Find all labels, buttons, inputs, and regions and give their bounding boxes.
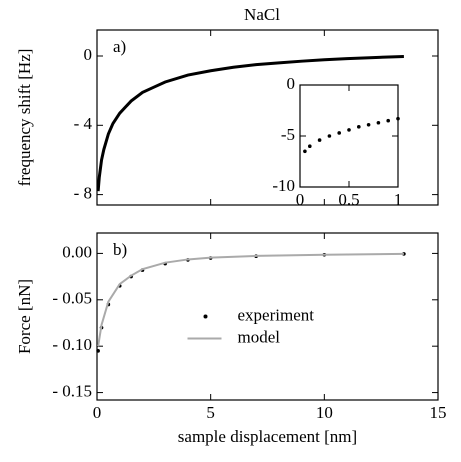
data-point [357,125,361,129]
data-point [366,122,371,127]
data-line [97,252,404,347]
chart-title: NaCl [244,5,280,24]
x-tick-label: 0.5 [338,190,359,209]
y-tick-label: - 0.15 [52,381,92,400]
data-point [96,349,100,353]
plot-frame [96,29,439,206]
data-line [96,55,404,192]
legend-marker [203,314,208,319]
x-tick-label: 5 [206,403,215,422]
data-point [376,120,381,125]
data-point [386,118,391,123]
data-point [317,138,322,142]
panel-label: b) [113,240,127,259]
y-tick-label: 0 [84,45,93,64]
data-point [327,134,332,138]
data-point [337,131,342,135]
y-tick-label: 0 [287,74,296,93]
y-tick-label: -10 [272,176,295,195]
y-tick-label: - 0.10 [52,335,92,354]
y-axis-label: Force [nN] [15,279,34,354]
x-tick-label: 0 [296,190,305,209]
plot-frame [96,232,439,401]
data-point [396,116,400,121]
y-tick-label: - 8 [74,184,92,203]
x-tick-label: 0 [93,403,102,422]
x-axis-label: sample displacement [nm] [178,427,357,446]
data-point [308,144,312,148]
y-tick-label: - 4 [74,114,93,133]
y-tick-label: -5 [281,125,295,144]
x-tick-label: 1 [394,190,403,209]
legend-label: model [238,327,281,346]
data-point [303,149,307,154]
y-tick-label: 0.00 [62,242,92,261]
legend-label: experiment [238,305,315,324]
plot-frame [299,84,399,188]
y-tick-label: - 0.05 [52,289,92,308]
y-axis-label: frequency shift [Hz] [15,49,34,187]
x-tick-label: 10 [316,403,333,422]
x-tick-label: 15 [430,403,447,422]
panel-label: a) [113,37,126,56]
data-point [347,128,351,132]
